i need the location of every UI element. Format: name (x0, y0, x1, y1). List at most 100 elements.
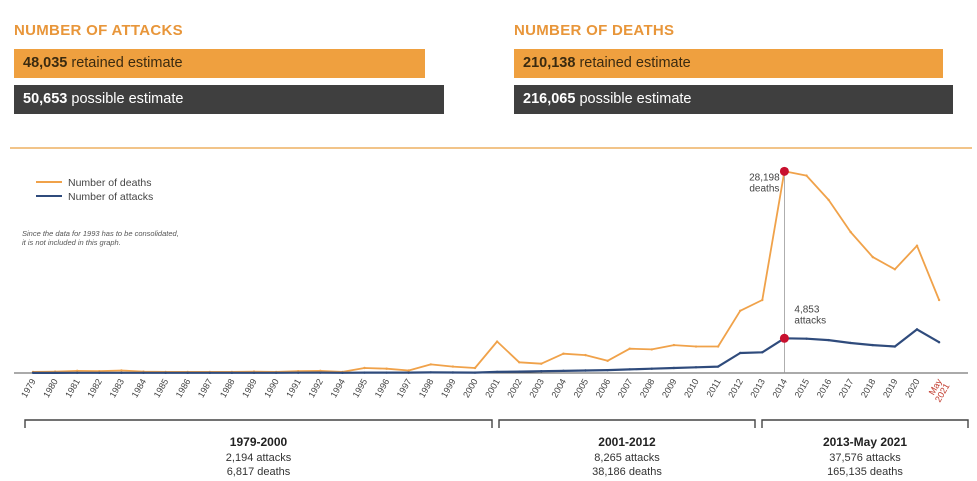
x-tick-label: 1980 (41, 377, 60, 399)
period-attacks: 8,265 attacks (594, 452, 660, 464)
x-tick-label: 1995 (351, 377, 370, 399)
data-point-attacks (252, 371, 256, 374)
x-tick: 2009 (660, 377, 679, 399)
x-tick-label: 2010 (682, 377, 701, 399)
period-title: 2013-May 2021 (823, 435, 907, 449)
data-point-attacks (208, 371, 211, 375)
x-tick-label: 2020 (903, 377, 922, 399)
data-point-attacks (562, 369, 565, 373)
x-tick: 1992 (306, 377, 325, 399)
x-tick-label: 1999 (439, 377, 458, 399)
x-tick-label: 2008 (638, 377, 657, 399)
x-tick: 2003 (527, 377, 546, 399)
x-tick-label: 1981 (63, 377, 82, 399)
period-deaths: 165,135 deaths (827, 466, 903, 478)
data-point-attacks (827, 338, 830, 342)
annotation-unit: deaths (749, 183, 779, 194)
x-tick: 2006 (594, 377, 613, 399)
x-tick: 1989 (240, 377, 259, 399)
x-tick: 2010 (682, 377, 701, 399)
data-point-attacks (186, 371, 189, 375)
x-tick-label: 2017 (837, 377, 856, 399)
data-point-attacks (230, 371, 234, 375)
x-tick-label: 1997 (395, 377, 414, 399)
data-point-attacks (76, 371, 79, 374)
data-point-attacks (385, 371, 388, 374)
x-tick: 1982 (85, 377, 104, 399)
period-bracket (24, 419, 493, 428)
x-tick: 1999 (439, 377, 458, 399)
period-bracket (498, 419, 756, 428)
data-point-deaths (363, 366, 366, 370)
x-tick: 1983 (107, 377, 126, 399)
x-tick-label: 1982 (85, 377, 104, 399)
x-tick: 2019 (881, 377, 900, 399)
data-point-deaths (407, 369, 410, 372)
x-tick-label: 2005 (572, 377, 591, 399)
x-tick-label: 2013 (748, 377, 767, 399)
period-bracket (761, 419, 969, 428)
data-point-deaths (716, 345, 720, 348)
x-tick-label: 1979 (19, 377, 38, 399)
x-tick-label: 1989 (240, 377, 259, 399)
data-point-attacks (915, 328, 919, 331)
data-point-attacks (606, 368, 609, 372)
x-tick-label: 1998 (417, 377, 436, 399)
x-tick: 1980 (41, 377, 60, 399)
data-point-deaths (628, 347, 631, 350)
x-tick: May2021 (927, 377, 952, 404)
x-tick-label: 1986 (174, 377, 193, 399)
x-tick-label: 2015 (793, 377, 812, 399)
series-layer (31, 170, 941, 375)
data-point-attacks (849, 341, 852, 345)
period-summaries: 1979-2000 2,194 attacks 6,817 deaths 2001-2… (24, 419, 969, 478)
series-line-attacks (33, 328, 940, 374)
x-tick-label: 1990 (262, 377, 281, 399)
x-tick-label: 2011 (704, 377, 722, 399)
x-tick-label: 1984 (130, 377, 149, 399)
period-title: 1979-2000 (230, 435, 288, 449)
chart-note: Since the data for 1993 has to be consol… (22, 229, 179, 247)
data-point-attacks (274, 371, 278, 374)
x-tick: 2011 (704, 377, 722, 399)
data-point-attacks (495, 370, 499, 374)
attacks-possible-value: 50,653 (23, 91, 68, 107)
period-attacks: 37,576 attacks (829, 452, 901, 464)
attacks-possible-label: possible estimate (71, 91, 184, 107)
data-point-attacks (142, 371, 145, 374)
x-tick-label: 2007 (616, 377, 635, 399)
deaths-possible-value: 216,065 (523, 91, 576, 107)
data-point-deaths (584, 353, 587, 357)
data-point-attacks (716, 365, 720, 368)
attacks-title: NUMBER OF ATTACKS (14, 22, 183, 39)
annotation-unit: attacks (794, 315, 826, 326)
data-point-deaths (871, 255, 874, 259)
data-point-attacks (937, 341, 941, 344)
x-tick: 2007 (616, 377, 635, 399)
data-point-deaths (451, 365, 455, 368)
deaths-retained-bar: 210,138 retained estimate (514, 49, 943, 78)
attacks-possible-bar: 50,653 possible estimate (14, 85, 444, 114)
data-point-deaths (739, 309, 742, 312)
data-point-attacks (584, 369, 587, 372)
data-point-deaths (429, 363, 432, 366)
x-tick: 2020 (903, 377, 922, 399)
data-point-deaths (473, 366, 477, 370)
x-tick: 1988 (218, 377, 237, 399)
data-point-deaths (562, 352, 565, 355)
x-tick: 1995 (351, 377, 370, 399)
annotation-value: 28,198 (749, 172, 780, 183)
x-tick: 1987 (196, 377, 215, 399)
x-tick-label: 1996 (373, 377, 392, 399)
x-tick-label: 2009 (660, 377, 679, 399)
x-tick: 1991 (284, 377, 303, 399)
data-point-deaths (495, 340, 499, 343)
x-tick-label: 2012 (726, 377, 745, 399)
data-point-attacks (672, 366, 676, 370)
data-point-attacks (407, 371, 410, 374)
legend-label-deaths: Number of deaths (68, 177, 151, 189)
x-tick: 2000 (461, 377, 480, 399)
x-tick: 2002 (505, 377, 524, 399)
data-point-deaths (672, 343, 676, 347)
